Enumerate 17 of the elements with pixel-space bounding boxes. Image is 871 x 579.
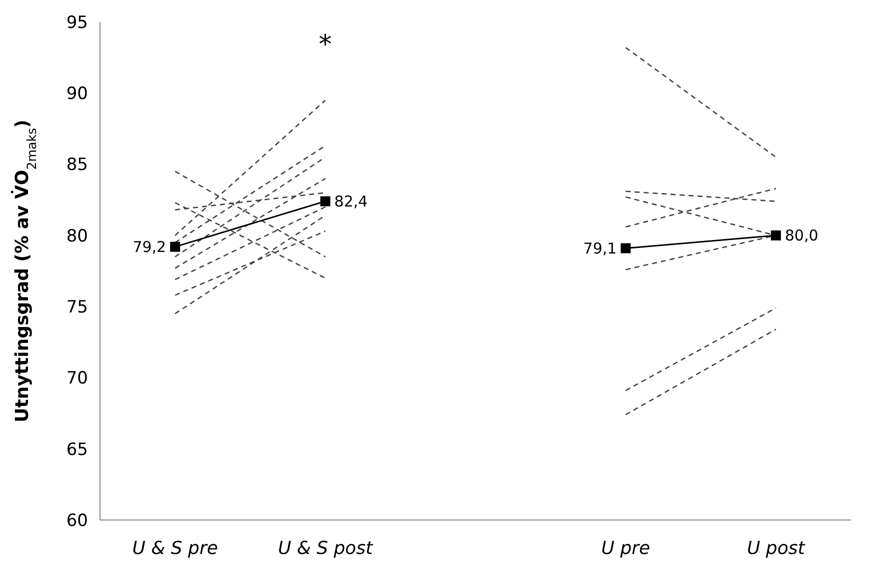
- y-tick-label: 90: [66, 84, 88, 104]
- data-label: 79,1: [583, 239, 617, 258]
- x-tick-label: U & S post: [278, 538, 374, 559]
- annotation: *: [318, 30, 332, 60]
- y-tick-label: 80: [66, 226, 88, 246]
- data-label: 80,0: [784, 226, 818, 245]
- y-tick-label: 60: [66, 510, 88, 531]
- x-tick-label: U pre: [601, 538, 650, 559]
- x-tick-label: U post: [747, 538, 806, 559]
- y-tick-label: 70: [66, 368, 88, 389]
- data-label: 79,2: [132, 238, 166, 256]
- y-tick-label: 85: [66, 155, 88, 176]
- y-tick-label: 65: [66, 440, 88, 460]
- x-tick-label: U & S pre: [132, 538, 218, 559]
- y-tick-label: 75: [66, 298, 88, 318]
- y-tick-label: 95: [66, 12, 88, 33]
- data-label: 82,4: [334, 192, 368, 211]
